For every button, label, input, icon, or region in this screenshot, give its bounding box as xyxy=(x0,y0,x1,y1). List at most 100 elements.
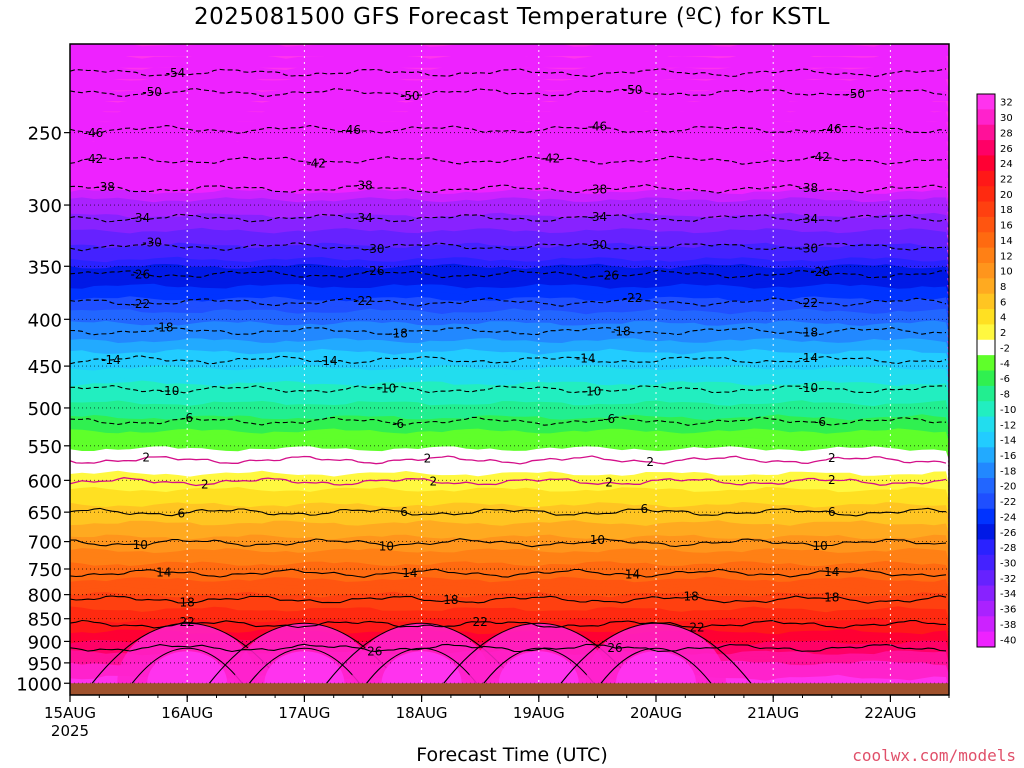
isotherm-label: -26 xyxy=(810,265,830,279)
isotherm-label: 10 xyxy=(590,533,605,547)
isotherm-line xyxy=(70,213,947,223)
colorbar-swatch xyxy=(977,570,995,587)
isotherm-label: 14 xyxy=(402,566,417,580)
colorbar-label: 26 xyxy=(1000,144,1013,155)
isotherm-label: 26 xyxy=(607,641,622,655)
isotherm-label: -30 xyxy=(799,241,819,255)
isotherm-label: -50 xyxy=(623,83,643,97)
isotherm-line xyxy=(70,241,946,252)
isotherm-line xyxy=(70,184,947,194)
temperature-band xyxy=(70,189,949,204)
isotherm-label: 6 xyxy=(178,506,186,520)
colorbar-swatch xyxy=(977,232,995,249)
isotherm-label: -50 xyxy=(142,85,162,99)
colorbar-swatch xyxy=(977,493,995,510)
colorbar-label: -40 xyxy=(1000,635,1016,646)
colorbar-swatch xyxy=(977,539,995,556)
isotherm-label: 26 xyxy=(367,645,382,659)
colorbar-label: 18 xyxy=(1000,205,1013,216)
y-tick-label: 600 xyxy=(28,471,62,492)
isotherm-line xyxy=(70,269,947,279)
isotherm-line xyxy=(70,507,947,517)
y-tick-label: 850 xyxy=(28,610,62,631)
isotherm-label: -6 xyxy=(814,415,826,429)
isotherm-label: 18 xyxy=(684,590,699,604)
isotherm-label: -22 xyxy=(353,294,373,308)
colorbar-swatch xyxy=(977,585,995,602)
isotherm-label: -14 xyxy=(101,353,121,367)
colorbar-label: -12 xyxy=(1000,420,1016,431)
ground-fill xyxy=(70,683,949,695)
isotherm-label: -30 xyxy=(588,238,608,252)
isotherm-line xyxy=(70,595,947,604)
isotherm-label: 14 xyxy=(625,568,640,582)
isotherm-line xyxy=(70,155,947,165)
x-tick-label: 22AUG xyxy=(864,704,916,722)
colorbar-label: -10 xyxy=(1000,405,1016,416)
isotherm-label: 2 xyxy=(828,451,836,465)
isotherm-label: 6 xyxy=(828,505,836,519)
isotherm-label: -18 xyxy=(388,326,408,340)
colorbar-swatch xyxy=(977,324,995,341)
isotherm-label: 6 xyxy=(640,502,648,516)
isotherm-label: 18 xyxy=(180,596,195,610)
isotherm-label: -10 xyxy=(377,381,397,395)
isotherm-line xyxy=(70,125,947,134)
temperature-band xyxy=(70,52,949,68)
y-tick-label: 350 xyxy=(28,257,62,278)
isotherm-label: 2 xyxy=(142,450,150,464)
temperature-band xyxy=(70,117,949,132)
temperature-band xyxy=(70,107,949,122)
isotherm-label: -22 xyxy=(799,296,819,310)
isotherm-line xyxy=(70,297,947,307)
colorbar-swatch xyxy=(977,140,995,156)
isotherm-label: -18 xyxy=(154,321,174,335)
isotherm-line xyxy=(70,455,947,465)
colorbar-swatch xyxy=(977,401,995,418)
colorbar-swatch xyxy=(977,462,995,479)
colorbar-label: 32 xyxy=(1000,98,1013,109)
isotherm-label: 2 xyxy=(424,452,432,466)
colorbar-label: 16 xyxy=(1000,221,1013,232)
isotherm-line xyxy=(70,416,947,426)
colorbar-swatch xyxy=(977,309,995,325)
isotherm-label: -46 xyxy=(588,120,608,134)
x-tick-label: 17AUG xyxy=(278,704,330,722)
isotherm-label: -50 xyxy=(845,87,865,101)
colorbar-swatch xyxy=(977,124,995,141)
isotherm-label: -22 xyxy=(131,297,151,311)
colorbar-label: -20 xyxy=(1000,482,1016,493)
colorbar-label: -2 xyxy=(1000,343,1010,354)
temperature-band xyxy=(70,44,949,56)
y-tick-label: 950 xyxy=(28,654,62,675)
colorbar-label: -16 xyxy=(1000,451,1016,462)
warm-dome-contour xyxy=(483,647,595,684)
isotherm-line xyxy=(70,568,947,578)
x-tick-sublabel: 2025 xyxy=(51,722,89,740)
colorbar-swatch xyxy=(977,278,995,295)
colorbar-swatch xyxy=(977,447,995,464)
colorbar-label: 28 xyxy=(1000,128,1013,139)
isotherm-label: -42 xyxy=(306,156,326,170)
colorbar-swatch xyxy=(977,247,995,264)
isotherm-line xyxy=(70,477,947,487)
y-tick-label: 450 xyxy=(28,357,62,378)
isotherm-line xyxy=(70,385,947,394)
isotherm-label: 6 xyxy=(400,505,408,519)
isotherm-label: 2 xyxy=(429,475,437,489)
isotherm-label: -14 xyxy=(576,351,596,365)
isotherm-line xyxy=(70,619,947,629)
isotherm-label: -46 xyxy=(84,126,104,140)
isotherm-label: -6 xyxy=(392,417,404,431)
isotherm-label: 22 xyxy=(180,615,195,629)
colorbar-label: -18 xyxy=(1000,466,1016,477)
x-tick-label: 15AUG xyxy=(44,704,96,722)
isotherm-label: -6 xyxy=(181,411,193,425)
axes: 2503003504004505005506006507007508008509… xyxy=(16,43,950,740)
colorbar-label: -6 xyxy=(1000,374,1010,385)
ground-surface xyxy=(70,683,949,695)
isotherm-label: 10 xyxy=(133,538,148,552)
colorbar-swatch xyxy=(977,524,995,540)
colorbar-label: -32 xyxy=(1000,574,1016,585)
isotherm-label: -42 xyxy=(84,152,104,166)
